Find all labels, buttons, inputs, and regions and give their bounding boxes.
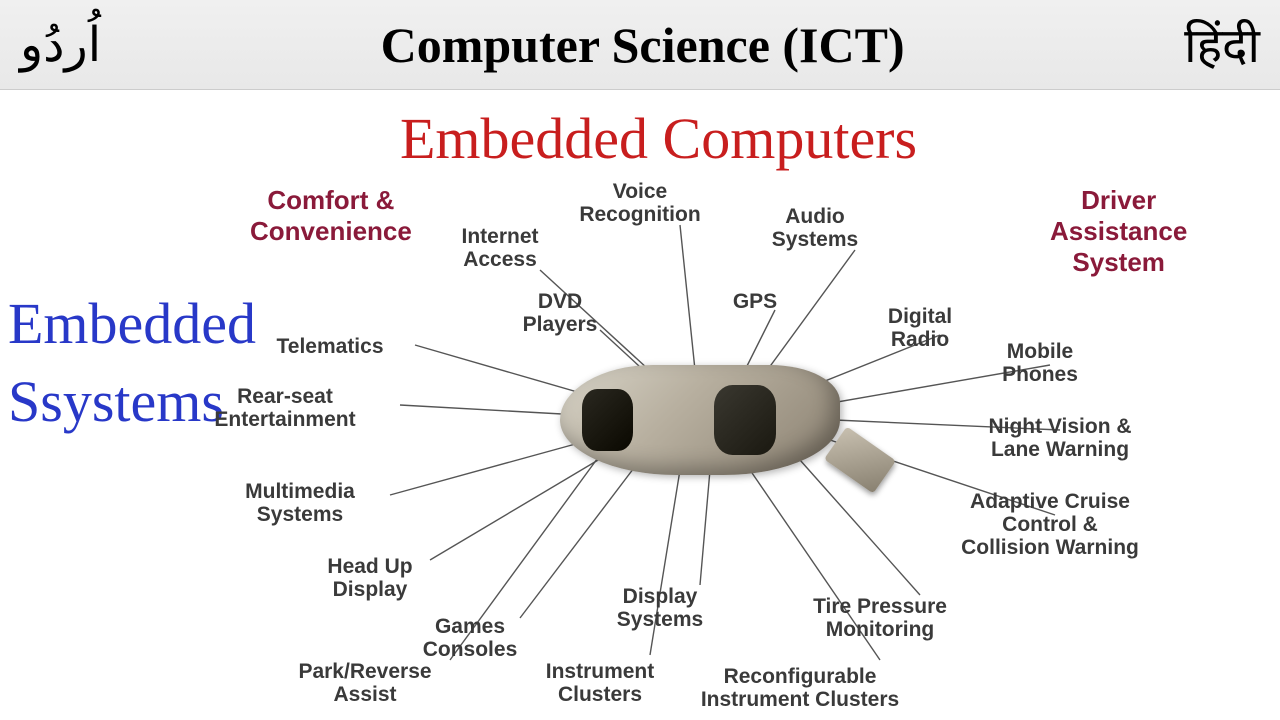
feature-games-consoles: Games Consoles <box>423 615 518 661</box>
feature-multimedia: Multimedia Systems <box>245 480 355 526</box>
feature-park-reverse: Park/Reverse Assist <box>298 660 431 706</box>
title-blue-line1: Embedded <box>8 285 256 363</box>
header-bar: اُردُو Computer Science (ICT) हिंदी <box>0 0 1280 90</box>
feature-instrument-clusters: Instrument Clusters <box>546 660 655 706</box>
title-embedded-computers: Embedded Computers <box>400 105 917 172</box>
feature-adaptive-cruise: Adaptive Cruise Control & Collision Warn… <box>961 490 1139 559</box>
feature-digital-radio: Digital Radio <box>888 305 952 351</box>
feature-audio-systems: Audio Systems <box>772 205 858 251</box>
feature-display-systems: Display Systems <box>617 585 703 631</box>
feature-voice-recognition: Voice Recognition <box>579 180 700 226</box>
feature-telematics: Telematics <box>277 335 384 358</box>
feature-gps: GPS <box>733 290 777 313</box>
feature-dvd-players: DVD Players <box>523 290 598 336</box>
car-door-open <box>824 426 896 493</box>
category-driver-assistance: Driver Assistance System <box>1050 185 1187 279</box>
feature-head-up: Head Up Display <box>327 555 412 601</box>
page-title: Computer Science (ICT) <box>381 16 905 74</box>
feature-internet-access: Internet Access <box>461 225 538 271</box>
feature-tire-pressure: Tire Pressure Monitoring <box>813 595 947 641</box>
car-illustration <box>560 365 840 475</box>
feature-mobile-phones: Mobile Phones <box>1002 340 1078 386</box>
feature-reconfigurable: Reconfigurable Instrument Clusters <box>701 665 899 711</box>
car-rear-window <box>582 389 632 451</box>
hindi-script-label: हिंदी <box>1184 12 1260 77</box>
category-comfort-convenience: Comfort & Convenience <box>250 185 412 247</box>
car-windshield <box>714 385 776 455</box>
feature-rear-seat: Rear-seat Entertainment <box>214 385 355 431</box>
urdu-script-label: اُردُو <box>20 17 101 73</box>
feature-night-vision: Night Vision & Lane Warning <box>988 415 1131 461</box>
